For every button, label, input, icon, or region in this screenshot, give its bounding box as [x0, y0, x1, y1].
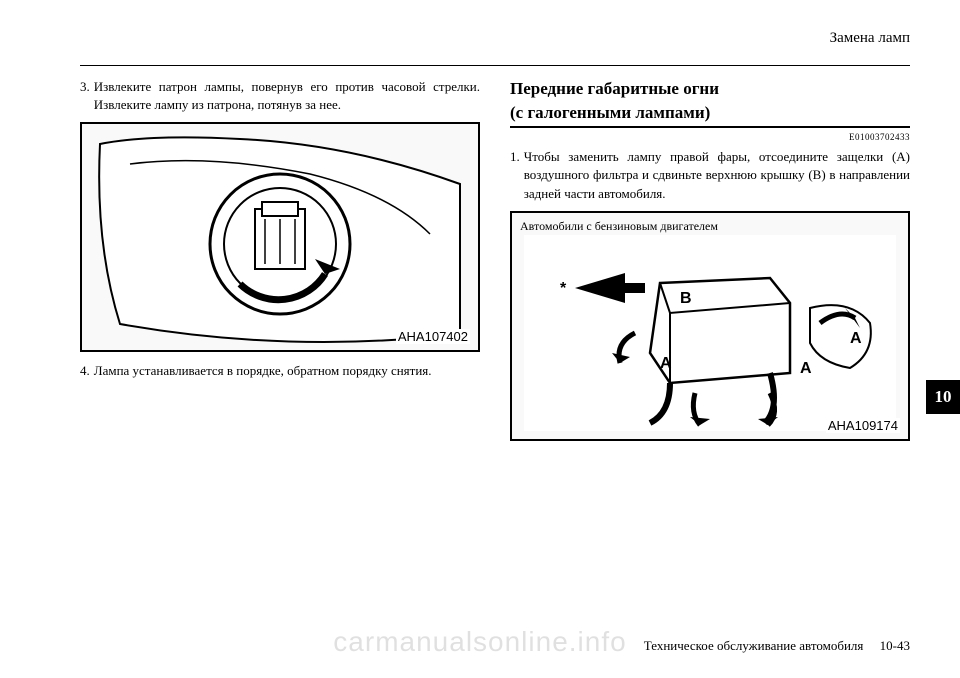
header-rule	[80, 65, 910, 66]
page: Замена ламп 3. Извлеките патрон лампы, п…	[0, 0, 960, 678]
right-column: Передние габаритные огни (с галогенными …	[510, 78, 910, 451]
chapter-tab: 10	[926, 380, 960, 414]
figure-2-drawing: * B A A A	[512, 213, 908, 439]
figure-2-label-A2: A	[800, 360, 812, 377]
footer: Техническое обслуживание автомобиля 10-4…	[644, 638, 910, 654]
figure-2-code: AHA109174	[826, 418, 900, 433]
section-underline	[510, 126, 910, 128]
step-1-number: 1.	[510, 148, 520, 203]
figure-1-code: AHA107402	[396, 329, 470, 344]
section-heading-line2: (с галогенными лампами)	[510, 102, 910, 124]
footer-chapter: Техническое обслуживание автомобиля	[644, 638, 864, 653]
step-1-text: Чтобы заменить лампу правой фары, отсоед…	[524, 148, 910, 203]
figure-2-star: *	[560, 280, 567, 297]
step-1: 1. Чтобы заменить лампу правой фары, отс…	[510, 148, 910, 203]
figure-2-label-A3: A	[850, 330, 862, 347]
left-column: 3. Извлеките патрон лампы, повернув его …	[80, 78, 480, 451]
figure-2-label-B: B	[680, 290, 692, 307]
step-4-number: 4.	[80, 362, 90, 380]
section-heading-line1: Передние габаритные огни	[510, 78, 910, 100]
watermark: carmanualsonline.info	[333, 626, 626, 658]
figure-2-caption: Автомобили с бензиновым двигателем	[520, 219, 718, 234]
figure-1: AHA107402	[80, 122, 480, 352]
step-3-number: 3.	[80, 78, 90, 114]
step-3: 3. Извлеките патрон лампы, повернув его …	[80, 78, 480, 114]
step-3-text: Извлеките патрон лампы, повернув его про…	[94, 78, 480, 114]
figure-1-drawing	[82, 124, 478, 350]
footer-page: 10-43	[880, 638, 910, 653]
step-4: 4. Лампа устанавливается в порядке, обра…	[80, 362, 480, 380]
doc-code: E01003702433	[510, 132, 910, 142]
figure-2: Автомобили с бензиновым двигателем	[510, 211, 910, 441]
figure-2-label-A1: A	[660, 355, 672, 372]
header-section: Замена ламп	[80, 30, 910, 47]
step-4-text: Лампа устанавливается в порядке, обратно…	[94, 362, 480, 380]
content-columns: 3. Извлеките патрон лампы, повернув его …	[80, 78, 910, 451]
